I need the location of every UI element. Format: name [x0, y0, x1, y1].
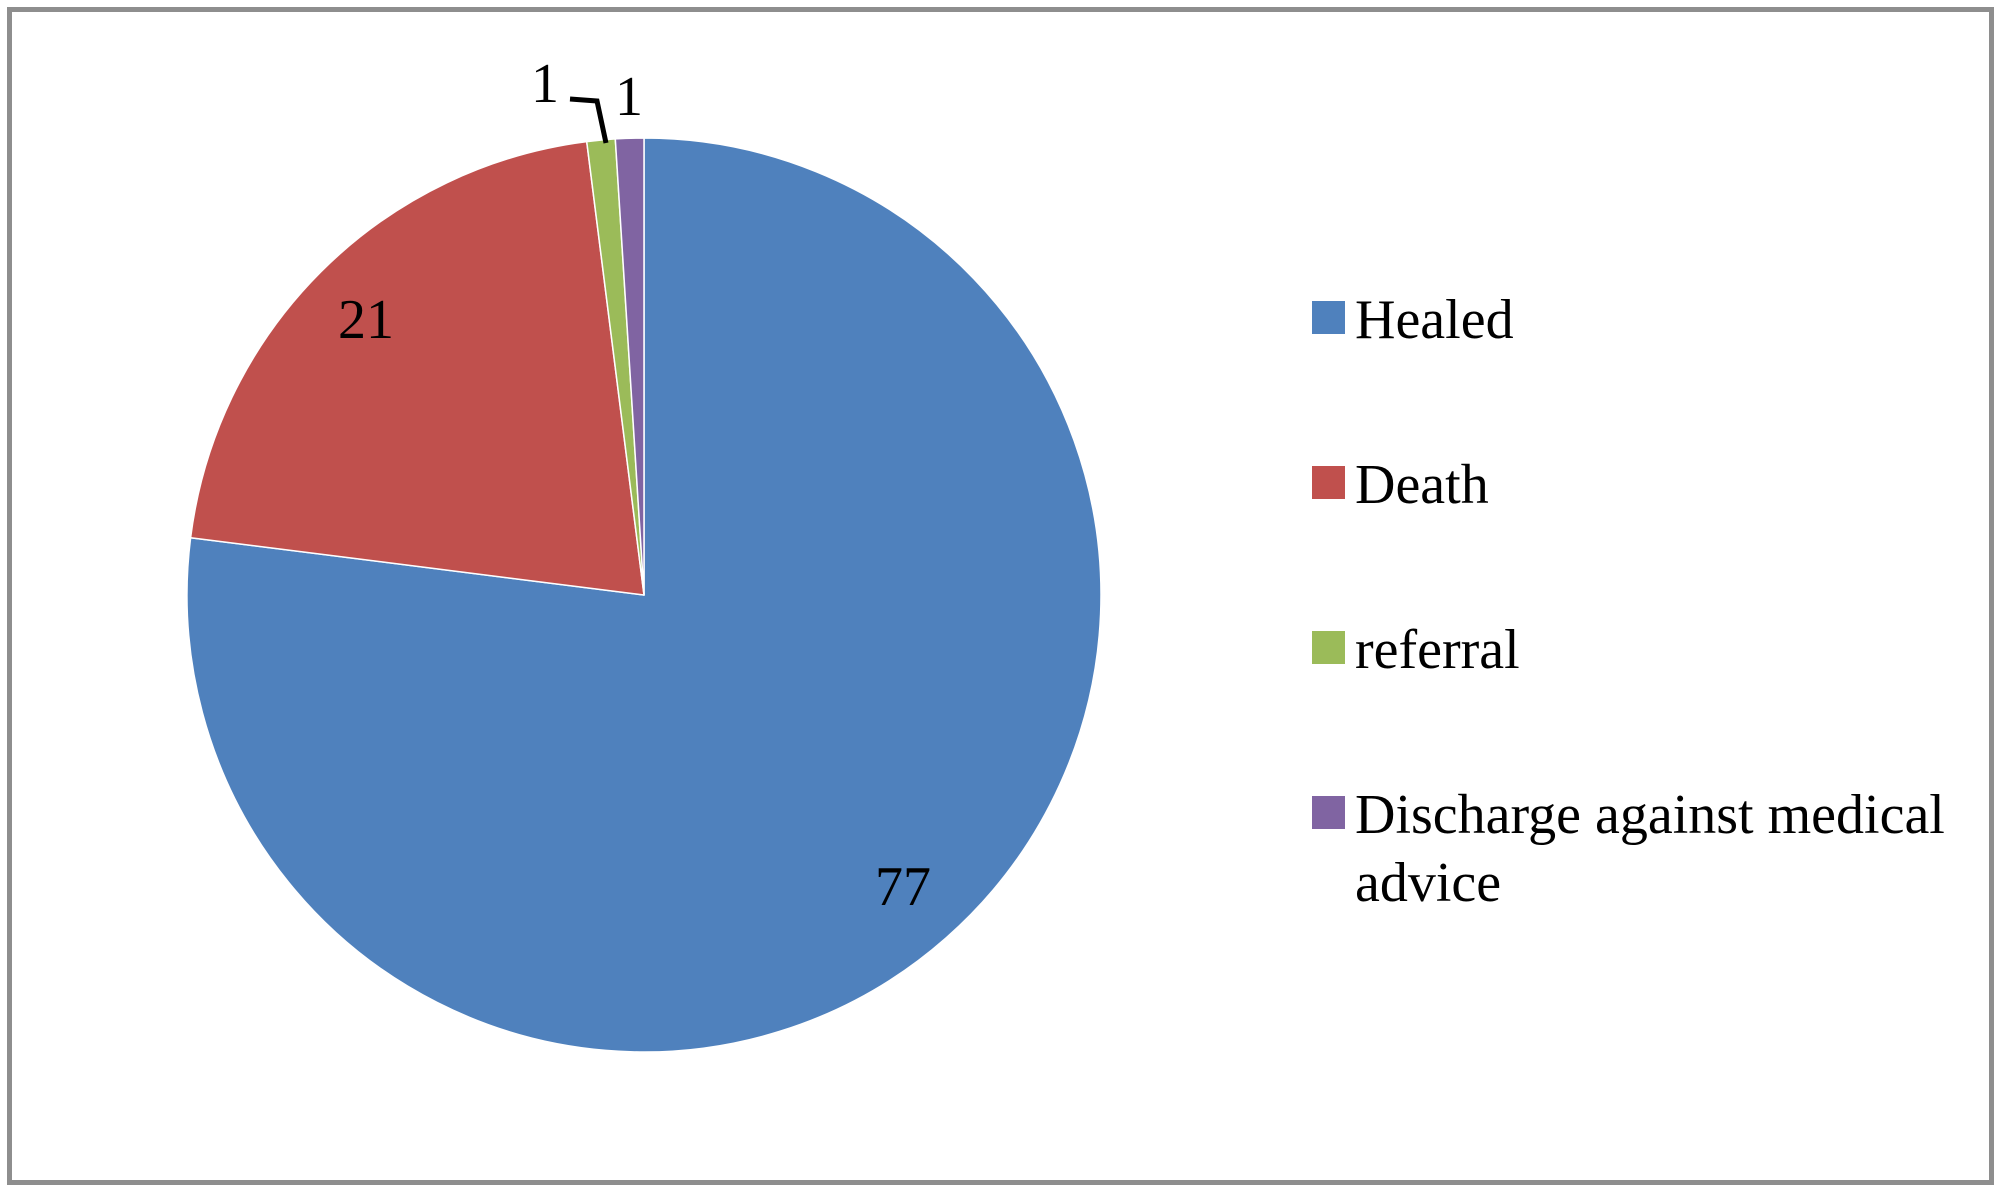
- legend-label-referral: referral: [1355, 619, 1520, 681]
- leader-line-referral: [569, 96, 609, 144]
- legend: Healed Death referral Discharge against …: [1312, 286, 1972, 1014]
- legend-item-healed: Healed: [1312, 286, 1972, 354]
- data-label-healed: 77: [875, 856, 931, 918]
- data-label-referral: 1: [531, 53, 559, 115]
- legend-label-healed: Healed: [1355, 289, 1514, 351]
- legend-swatch-healed: [1312, 301, 1345, 334]
- legend-item-referral: referral: [1312, 616, 1972, 684]
- pie-slice-discharge-against-medical-advice: [614, 137, 645, 596]
- data-label-death: 21: [338, 289, 394, 351]
- pie-slice-death: [189, 140, 645, 596]
- legend-swatch-referral: [1312, 631, 1345, 664]
- data-label-discharge-against-medical-advice: 1: [615, 66, 643, 128]
- pie-slice-healed: [186, 137, 1102, 1053]
- legend-label-discharge-against-medical-advice: Discharge against medical advice: [1355, 784, 1945, 914]
- legend-swatch-death: [1312, 466, 1345, 499]
- legend-label-death: Death: [1355, 454, 1489, 516]
- legend-swatch-discharge-against-medical-advice: [1312, 796, 1345, 829]
- legend-item-death: Death: [1312, 451, 1972, 519]
- legend-item-discharge-against-medical-advice: Discharge against medical advice: [1312, 781, 1972, 917]
